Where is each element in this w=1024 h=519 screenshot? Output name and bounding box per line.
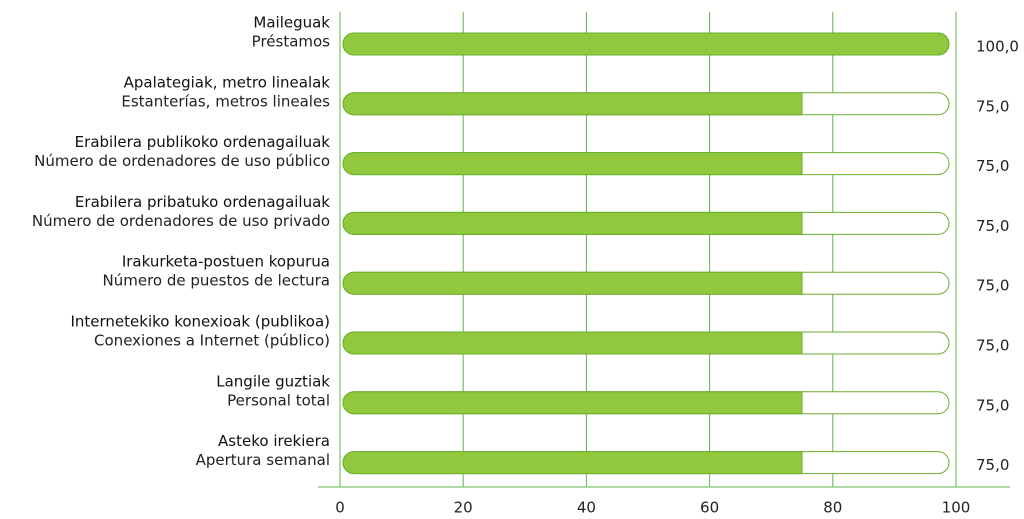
category-label-spanish: Conexiones a Internet (público) (94, 332, 330, 350)
bar (342, 152, 803, 176)
bar (342, 271, 803, 295)
bar (342, 211, 803, 235)
value-label: 75,0 (976, 157, 1009, 175)
x-tick-label: 0 (335, 499, 345, 517)
category-label-spanish: Apertura semanal (196, 451, 330, 469)
category-label-spanish: Número de ordenadores de uso público (34, 152, 330, 170)
category-label-spanish: Personal total (227, 391, 330, 409)
bar (342, 331, 803, 355)
x-tick-label: 80 (823, 499, 842, 517)
category-label-basque: Internetekiko konexioak (publikoa) (70, 313, 330, 331)
value-label: 75,0 (976, 456, 1009, 474)
x-tick-label: 60 (700, 499, 719, 517)
value-label: 75,0 (976, 97, 1009, 115)
category-label-basque: Erabilera pribatuko ordenagailuak (75, 193, 330, 211)
category-label-spanish: Número de puestos de lectura (103, 272, 331, 290)
category-label-spanish: Número de ordenadores de uso privado (32, 212, 330, 230)
x-tick-label: 40 (577, 499, 596, 517)
bar (342, 451, 803, 475)
category-label-basque: Langile guztiak (216, 372, 330, 390)
category-label-basque: Apalategiak, metro linealak (124, 73, 331, 91)
category-label-basque: Asteko irekiera (218, 432, 330, 450)
value-label: 75,0 (976, 217, 1009, 235)
category-label-spanish: Estanterías, metros lineales (121, 92, 330, 110)
category-label-basque: Maileguak (253, 14, 330, 32)
bar (342, 391, 803, 415)
value-label: 75,0 (976, 277, 1009, 295)
x-tick-label: 100 (942, 499, 971, 517)
category-label-basque: Erabilera publikoko ordenagailuak (75, 133, 331, 151)
bar (342, 32, 950, 56)
x-tick-label: 20 (454, 499, 473, 517)
category-label-spanish: Préstamos (252, 33, 331, 51)
bar (342, 92, 803, 116)
value-label: 75,0 (976, 337, 1009, 355)
value-label: 100,0 (976, 38, 1019, 56)
category-label-basque: Irakurketa-postuen kopurua (122, 253, 330, 271)
value-label: 75,0 (976, 396, 1009, 414)
